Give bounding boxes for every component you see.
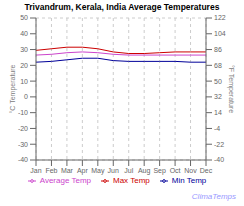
svg-text:-10: -10 (18, 109, 28, 116)
svg-text:50: 50 (214, 78, 222, 85)
svg-text:Dec: Dec (200, 167, 213, 174)
svg-text:Aug: Aug (138, 167, 151, 175)
svg-text:°C Temperature: °C Temperature (9, 64, 17, 113)
svg-text:-30: -30 (18, 141, 28, 148)
html-text:Trivandrum, Kerala, India Aver: Trivandrum, Kerala, India Average Temper… (24, 2, 220, 12)
svg-text:Jun: Jun (108, 167, 119, 174)
svg-text:-4: -4 (214, 125, 220, 132)
html-text:Min Temp: Min Temp (171, 176, 207, 185)
svg-text:°F Temperature: °F Temperature (227, 65, 235, 113)
svg-text:50: 50 (20, 14, 28, 21)
svg-text:-40: -40 (214, 156, 224, 163)
svg-text:Oct: Oct (170, 167, 181, 174)
svg-text:-22: -22 (214, 141, 224, 148)
svg-text:86: 86 (214, 46, 222, 53)
html-text:Average Temp: Average Temp (39, 176, 91, 185)
svg-text:Jan: Jan (30, 167, 41, 174)
svg-text:20: 20 (20, 62, 28, 69)
html-text:ClimaTemps: ClimaTemps (191, 192, 236, 201)
svg-text:Feb: Feb (45, 167, 57, 174)
svg-text:Apr: Apr (77, 167, 89, 175)
svg-text:122: 122 (214, 14, 226, 21)
svg-text:0: 0 (24, 93, 28, 100)
svg-text:14: 14 (214, 109, 222, 116)
svg-text:Sep: Sep (153, 167, 166, 175)
html-text:Max Temp: Max Temp (113, 176, 150, 185)
svg-text:104: 104 (214, 30, 226, 37)
svg-text:Jul: Jul (124, 167, 133, 174)
svg-text:Nov: Nov (184, 167, 197, 174)
svg-text:May: May (91, 167, 105, 175)
svg-text:30: 30 (20, 46, 28, 53)
svg-text:-40: -40 (18, 156, 28, 163)
svg-text:32: 32 (214, 93, 222, 100)
svg-text:Mar: Mar (61, 167, 74, 174)
svg-text:10: 10 (20, 78, 28, 85)
svg-text:-20: -20 (18, 125, 28, 132)
svg-text:40: 40 (20, 30, 28, 37)
svg-text:68: 68 (214, 62, 222, 69)
